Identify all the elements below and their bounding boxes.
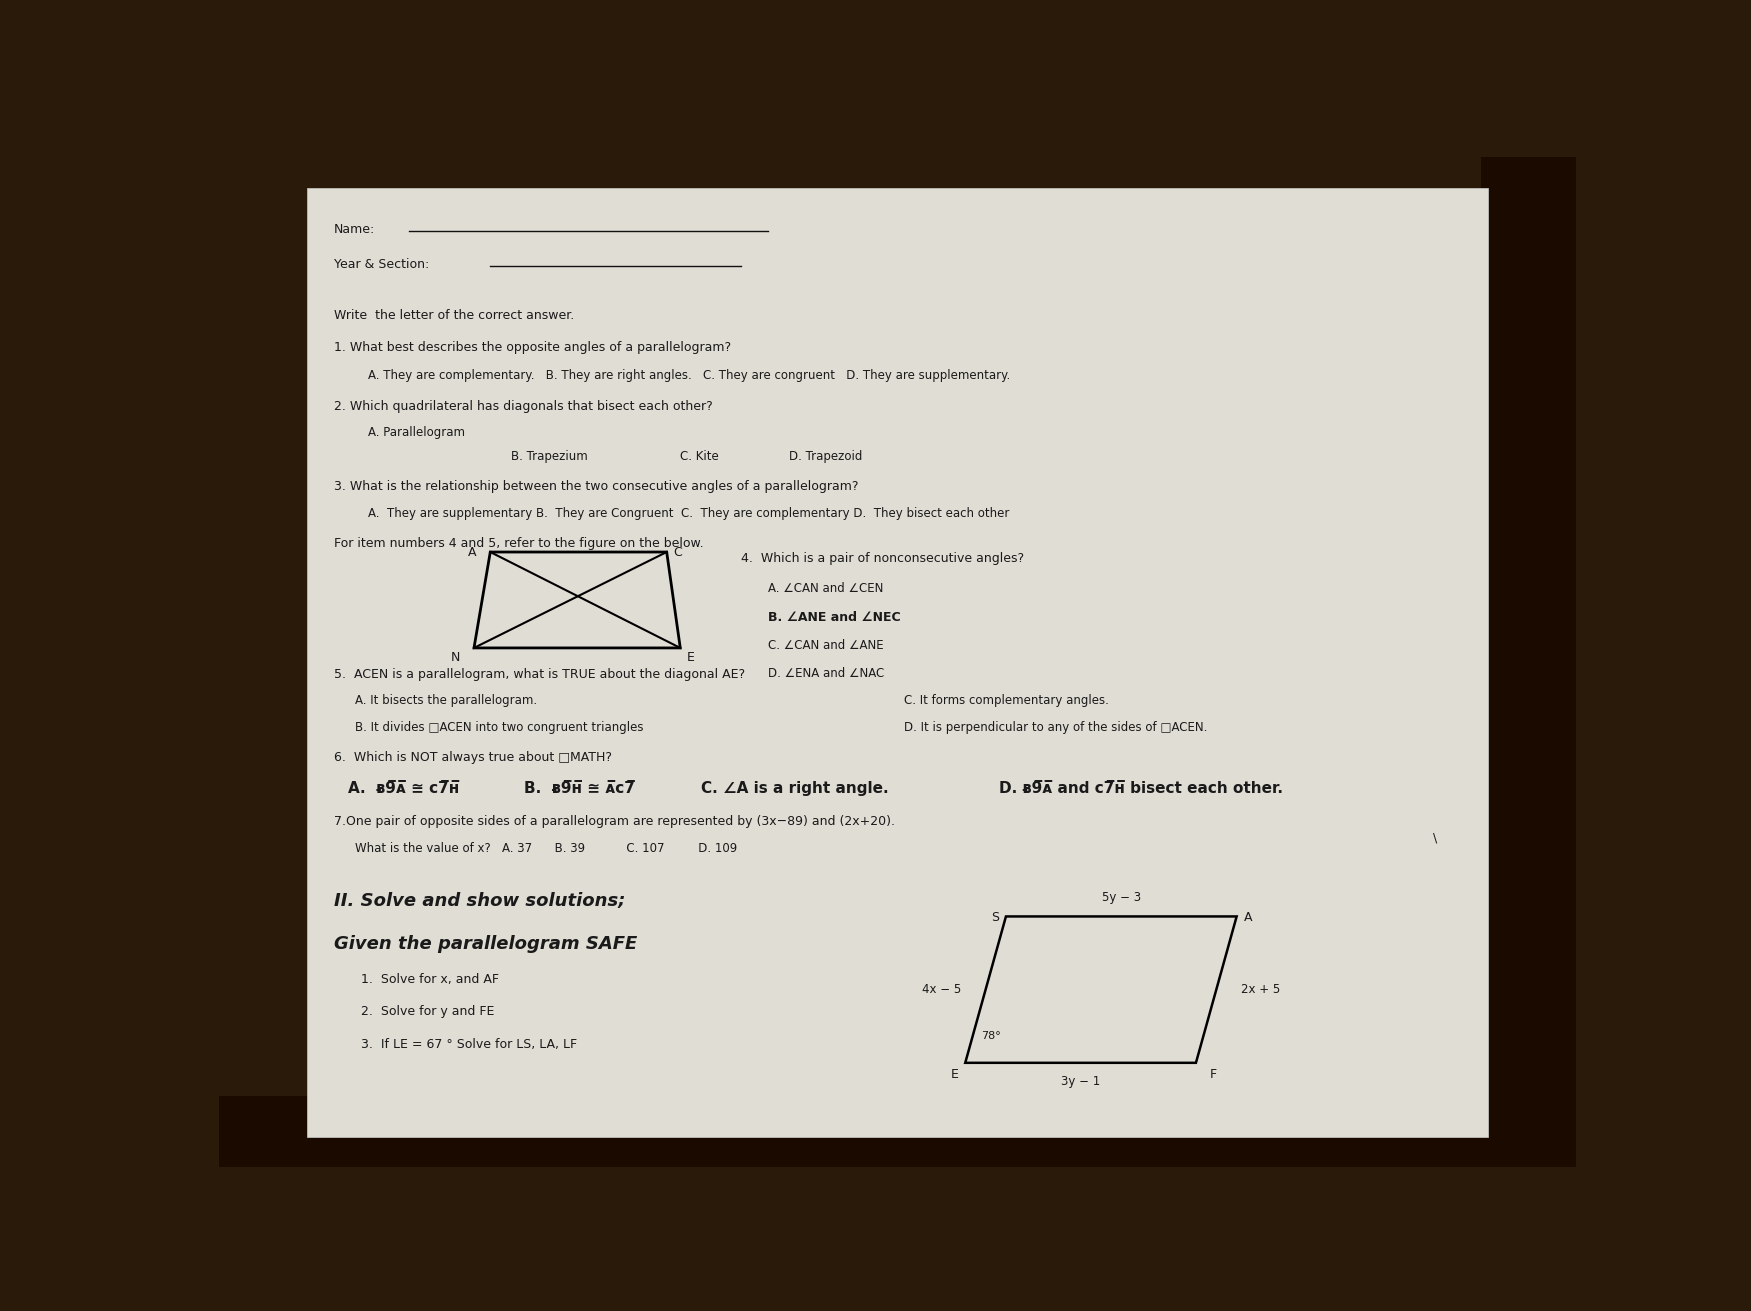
Text: A.  They are supplementary B.  They are Congruent  C.  They are complementary D.: A. They are supplementary B. They are Co… <box>368 506 1010 519</box>
Text: 2x + 5: 2x + 5 <box>1241 983 1280 996</box>
Text: 7.One pair of opposite sides of a parallelogram are represented by (3x−89) and (: 7.One pair of opposite sides of a parall… <box>334 815 895 829</box>
Text: 1.  Solve for x, and AF: 1. Solve for x, and AF <box>361 973 499 986</box>
Text: N: N <box>452 652 461 663</box>
Text: A. They are complementary.   B. They are right angles.   C. They are congruent  : A. They are complementary. B. They are r… <box>368 370 1010 383</box>
Text: 3.  If LE = 67 ° Solve for LS, LA, LF: 3. If LE = 67 ° Solve for LS, LA, LF <box>361 1037 578 1050</box>
Text: S: S <box>991 911 1000 924</box>
Text: C. ∠CAN and ∠ANE: C. ∠CAN and ∠ANE <box>769 638 884 652</box>
Text: 5.  ACEN is a parallelogram, what is TRUE about the diagonal AE?: 5. ACEN is a parallelogram, what is TRUE… <box>334 669 746 682</box>
Text: II. Solve and show solutions;: II. Solve and show solutions; <box>334 893 625 910</box>
Text: B. ∠ANE and ∠NEC: B. ∠ANE and ∠NEC <box>769 611 902 624</box>
Text: Year & Section:: Year & Section: <box>334 258 429 271</box>
Text: 1. What best describes the opposite angles of a parallelogram?: 1. What best describes the opposite angl… <box>334 341 732 354</box>
Text: Write  the letter of the correct answer.: Write the letter of the correct answer. <box>334 309 574 321</box>
Text: C. ∠A is a right angle.: C. ∠A is a right angle. <box>700 781 888 796</box>
Text: What is the value of x?   A. 37      B. 39           C. 107         D. 109: What is the value of x? A. 37 B. 39 C. 1… <box>354 842 737 855</box>
Text: D. Trapezoid: D. Trapezoid <box>788 450 861 463</box>
Text: \: \ <box>1434 831 1438 844</box>
Text: 78°: 78° <box>982 1030 1002 1041</box>
Text: B.  ᴃ9̅ʜ̅ ≅ ᴀ̅ᴄ7̅: B. ᴃ9̅ʜ̅ ≅ ᴀ̅ᴄ7̅ <box>524 781 636 796</box>
Text: D. ∠ENA and ∠NAC: D. ∠ENA and ∠NAC <box>769 667 884 680</box>
Text: Given the parallelogram SAFE: Given the parallelogram SAFE <box>334 935 637 953</box>
Bar <box>219 1096 1576 1167</box>
Text: 4x − 5: 4x − 5 <box>923 983 961 996</box>
Text: B. It divides □ACEN into two congruent triangles: B. It divides □ACEN into two congruent t… <box>354 721 643 734</box>
Text: C. Kite: C. Kite <box>679 450 720 463</box>
Text: 4.  Which is a pair of nonconsecutive angles?: 4. Which is a pair of nonconsecutive ang… <box>741 552 1024 565</box>
Text: For item numbers 4 and 5, refer to the figure on the below.: For item numbers 4 and 5, refer to the f… <box>334 538 704 549</box>
Text: 3y − 1: 3y − 1 <box>1061 1075 1100 1088</box>
Text: D. ᴃ9̅ᴀ̅ and ᴄ7̅ʜ̅ bisect each other.: D. ᴃ9̅ᴀ̅ and ᴄ7̅ʜ̅ bisect each other. <box>1000 781 1283 796</box>
Text: 3. What is the relationship between the two consecutive angles of a parallelogra: 3. What is the relationship between the … <box>334 480 858 493</box>
Text: C. It forms complementary angles.: C. It forms complementary angles. <box>904 695 1108 708</box>
Text: B. Trapezium: B. Trapezium <box>511 450 587 463</box>
Text: F: F <box>1210 1068 1217 1080</box>
Bar <box>306 187 1488 1137</box>
Text: E: E <box>686 652 695 663</box>
Text: A: A <box>468 545 476 558</box>
Text: 2. Which quadrilateral has diagonals that bisect each other?: 2. Which quadrilateral has diagonals tha… <box>334 400 713 413</box>
Text: A. It bisects the parallelogram.: A. It bisects the parallelogram. <box>354 695 538 708</box>
Text: 5y − 3: 5y − 3 <box>1101 891 1142 905</box>
Text: 2.  Solve for y and FE: 2. Solve for y and FE <box>361 1006 496 1019</box>
Text: Name:: Name: <box>334 223 375 236</box>
Text: C: C <box>674 545 683 558</box>
Bar <box>1481 157 1576 1167</box>
Text: D. It is perpendicular to any of the sides of □ACEN.: D. It is perpendicular to any of the sid… <box>904 721 1208 734</box>
Text: A. Parallelogram: A. Parallelogram <box>368 426 466 439</box>
Text: E: E <box>951 1068 958 1080</box>
Text: 6.  Which is NOT always true about □MATH?: 6. Which is NOT always true about □MATH? <box>334 751 613 764</box>
Text: A: A <box>1243 911 1252 924</box>
Text: A. ∠CAN and ∠CEN: A. ∠CAN and ∠CEN <box>769 582 884 595</box>
Text: A.  ᴃ9̅ᴀ̅ ≅ ᴄ7̅ʜ̅: A. ᴃ9̅ᴀ̅ ≅ ᴄ7̅ʜ̅ <box>348 781 459 796</box>
